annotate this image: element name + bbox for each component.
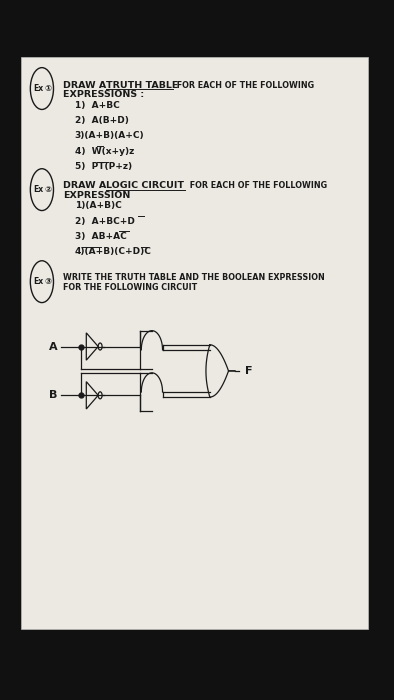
Text: EXPRESSION: EXPRESSION — [63, 190, 130, 199]
Text: 3)  AB+AC: 3) AB+AC — [75, 232, 126, 241]
Text: ②: ② — [45, 185, 52, 194]
Text: 3)(A+B)(A+C): 3)(A+B)(A+C) — [75, 132, 144, 141]
Text: TRUTH TABLE: TRUTH TABLE — [106, 80, 178, 90]
Text: EXPRESSIONS :: EXPRESSIONS : — [63, 90, 144, 99]
Text: WRITE THE TRUTH TABLE AND THE BOOLEAN EXPRESSION: WRITE THE TRUTH TABLE AND THE BOOLEAN EX… — [63, 273, 325, 282]
Text: B: B — [49, 391, 58, 400]
Text: 4)  W(x+y)z: 4) W(x+y)z — [75, 147, 134, 156]
Text: Ex: Ex — [33, 277, 43, 286]
Text: FOR EACH OF THE FOLLOWING: FOR EACH OF THE FOLLOWING — [174, 80, 314, 90]
Text: A: A — [49, 342, 58, 351]
Text: Ex: Ex — [33, 84, 43, 93]
Text: 2)  A+BC+D: 2) A+BC+D — [75, 216, 135, 225]
Text: ③: ③ — [45, 277, 52, 286]
Text: FOR THE FOLLOWING CIRCUIT: FOR THE FOLLOWING CIRCUIT — [63, 283, 197, 292]
Text: DRAW A: DRAW A — [63, 181, 110, 190]
FancyBboxPatch shape — [21, 57, 368, 629]
Text: 4)(A+B)(C+D)C: 4)(A+B)(C+D)C — [75, 247, 152, 256]
Text: 2)  A(B+D): 2) A(B+D) — [75, 116, 128, 125]
Text: F: F — [245, 366, 252, 376]
Text: FOR EACH OF THE FOLLOWING: FOR EACH OF THE FOLLOWING — [187, 181, 327, 190]
Text: 1)(A+B)C: 1)(A+B)C — [75, 201, 121, 210]
Text: 1)  A+BC: 1) A+BC — [75, 101, 119, 110]
Text: Ex: Ex — [33, 185, 43, 194]
Text: DRAW A: DRAW A — [63, 80, 110, 90]
Text: LOGIC CIRCUIT: LOGIC CIRCUIT — [106, 181, 184, 190]
Text: ①: ① — [45, 84, 52, 93]
Text: 5)  PT(P+z): 5) PT(P+z) — [75, 162, 132, 171]
